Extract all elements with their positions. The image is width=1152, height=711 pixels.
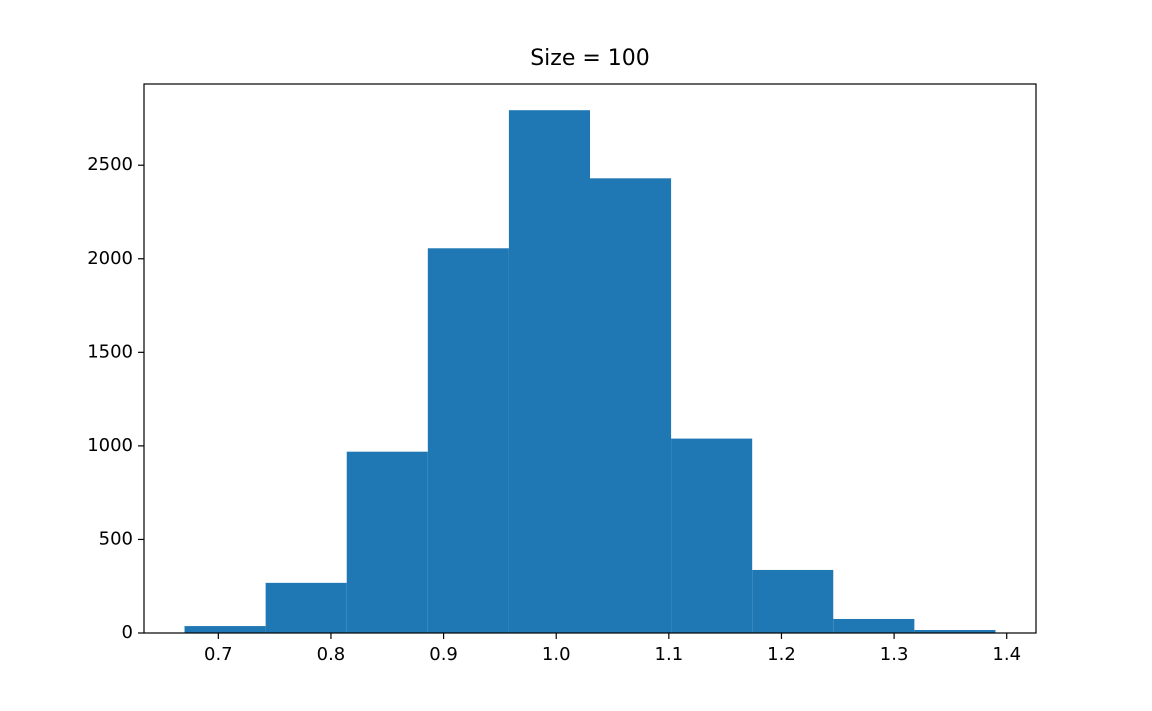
bar xyxy=(346,451,428,633)
bar xyxy=(833,618,915,633)
y-tick-label: 500 xyxy=(99,528,133,549)
x-tick-label: 1.4 xyxy=(992,644,1021,665)
bar xyxy=(184,626,266,633)
bar xyxy=(590,178,672,633)
y-tick-label: 2500 xyxy=(87,154,133,175)
x-tick-label: 0.7 xyxy=(204,644,233,665)
y-tick-label: 1500 xyxy=(87,341,133,362)
bar xyxy=(265,582,347,633)
x-tick-label: 0.9 xyxy=(429,644,458,665)
y-tick-label: 0 xyxy=(122,622,133,643)
bar xyxy=(752,569,834,633)
x-tick-label: 0.8 xyxy=(317,644,346,665)
x-tick-label: 1.3 xyxy=(880,644,909,665)
bar xyxy=(427,248,509,634)
x-tick-label: 1.2 xyxy=(767,644,796,665)
bar xyxy=(508,110,590,634)
x-tick-label: 1.1 xyxy=(655,644,684,665)
y-tick-label: 2000 xyxy=(87,248,133,269)
x-tick-label: 1.0 xyxy=(542,644,571,665)
y-tick-label: 1000 xyxy=(87,435,133,456)
bar xyxy=(914,630,996,633)
bar xyxy=(671,438,753,633)
chart-title: Size = 100 xyxy=(530,46,650,71)
axes-frame xyxy=(143,83,1037,634)
